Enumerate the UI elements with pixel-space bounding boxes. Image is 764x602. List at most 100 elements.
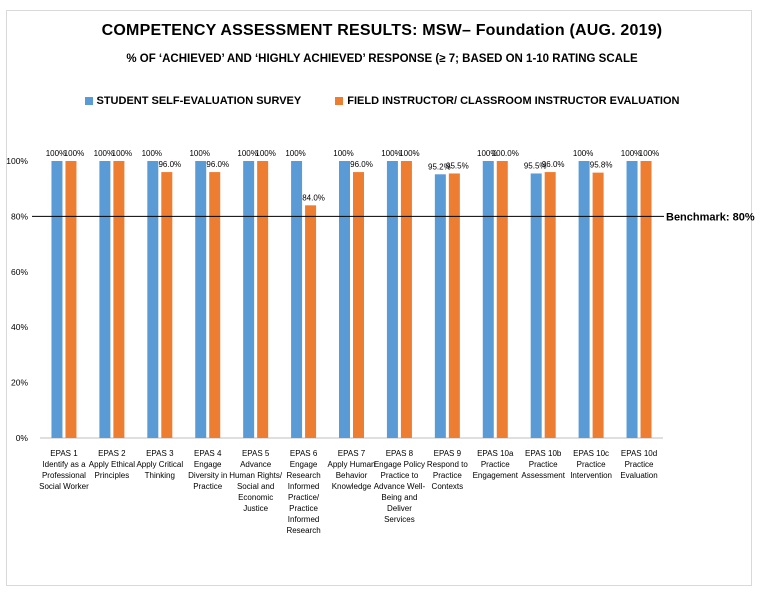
x-category-label: Practice	[529, 460, 558, 469]
data-label-instructor: 100%	[639, 149, 659, 158]
x-category-label: Practice to	[381, 471, 419, 480]
x-category-label: EPAS 8	[386, 449, 414, 458]
x-category-label: Social and	[237, 482, 274, 491]
y-tick-label: 80%	[11, 211, 28, 221]
chart-title: COMPETENCY ASSESSMENT RESULTS: MSW– Foun…	[101, 22, 663, 39]
bar-instructor	[592, 172, 604, 438]
x-category-label: Research	[286, 526, 320, 535]
benchmark-label: Benchmark: 80%	[666, 211, 755, 223]
bar-student	[51, 161, 63, 438]
legend-label-student: STUDENT SELF-EVALUATION SURVEY	[96, 95, 302, 107]
data-label-student: 95.2%	[428, 162, 451, 171]
x-category-label: Respond to	[427, 460, 468, 469]
x-category-label: Research	[286, 471, 320, 480]
x-category-label: Advance	[240, 460, 272, 469]
legend-swatch-student	[84, 97, 93, 105]
x-category-label: EPAS 6	[290, 449, 318, 458]
bar-student	[99, 161, 111, 438]
data-label-instructor: 100.0%	[492, 149, 519, 158]
x-category-label: Contexts	[432, 482, 464, 491]
x-category-label: Engagement	[473, 471, 519, 480]
data-label-instructor: 100%	[112, 149, 132, 158]
bar-instructor	[400, 161, 412, 438]
data-label-student: 100%	[46, 149, 66, 158]
y-tick-label: 20%	[11, 378, 28, 388]
x-category-label: Practice/	[288, 493, 320, 502]
x-category-label: Justice	[243, 504, 268, 513]
bar-student	[530, 173, 542, 438]
x-category-label: EPAS 3	[146, 449, 174, 458]
x-category-label: EPAS 1	[50, 449, 78, 458]
x-category-label: EPAS 9	[434, 449, 462, 458]
data-label-instructor: 95.8%	[590, 161, 613, 170]
legend-entry-student: STUDENT SELF-EVALUATION SURVEY	[84, 95, 302, 107]
bar-instructor	[305, 205, 317, 438]
data-label-student: 100%	[477, 149, 497, 158]
data-label-student: 100%	[285, 149, 305, 158]
x-category-label: Thinking	[145, 471, 175, 480]
bar-student	[147, 161, 159, 438]
y-tick-label: 0%	[16, 433, 29, 443]
legend: STUDENT SELF-EVALUATION SURVEY FIELD INS…	[0, 95, 764, 107]
x-category-label: Engage	[290, 460, 318, 469]
x-category-label: Being and	[381, 493, 417, 502]
x-category-label: Professional	[42, 471, 86, 480]
bar-instructor	[113, 161, 125, 438]
chart-frame	[6, 10, 752, 586]
data-label-student: 95.5%	[524, 161, 547, 170]
x-category-label: Practice	[481, 460, 510, 469]
x-category-label: Services	[384, 515, 415, 524]
data-label-instructor: 84.0%	[302, 193, 325, 202]
bar-student	[626, 161, 638, 438]
x-category-label: Practice	[625, 460, 654, 469]
bar-instructor	[209, 172, 221, 438]
legend-label-instructor: FIELD INSTRUCTOR/ CLASSROOM INSTRUCTOR E…	[347, 95, 680, 107]
data-label-student: 100%	[621, 149, 641, 158]
x-category-label: EPAS 5	[242, 449, 270, 458]
x-category-label: Apply Human	[327, 460, 375, 469]
x-category-label: Engage Policy	[374, 460, 425, 469]
data-label-instructor: 100%	[255, 149, 275, 158]
data-label-student: 100%	[237, 149, 257, 158]
bar-student	[482, 161, 494, 438]
x-category-label: Practice	[433, 471, 462, 480]
x-category-label: Practice	[289, 504, 318, 513]
data-label-student: 100%	[189, 149, 209, 158]
x-category-label: Engage	[194, 460, 222, 469]
legend-entry-instructor: FIELD INSTRUCTOR/ CLASSROOM INSTRUCTOR E…	[335, 95, 680, 107]
bar-student	[195, 161, 207, 438]
x-category-label: EPAS 4	[194, 449, 222, 458]
x-category-label: Practice	[193, 482, 222, 491]
data-label-student: 100%	[142, 149, 162, 158]
bar-student	[578, 161, 590, 438]
x-category-label: EPAS 10c	[573, 449, 609, 458]
bar-student	[291, 161, 303, 438]
bar-student	[243, 161, 255, 438]
bar-instructor	[257, 161, 269, 438]
bar-instructor	[448, 173, 460, 438]
x-category-label: Deliver	[387, 504, 412, 513]
x-category-label: Human Rights/	[229, 471, 283, 480]
x-category-label: EPAS 2	[98, 449, 126, 458]
x-category-label: Principles	[95, 471, 130, 480]
x-category-label: Diversity in	[188, 471, 227, 480]
data-label-student: 100%	[573, 149, 593, 158]
x-category-label: Economic	[238, 493, 273, 502]
x-category-label: Apply Critical	[136, 460, 183, 469]
y-tick-label: 60%	[11, 267, 28, 277]
bar-instructor	[353, 172, 364, 438]
x-category-label: Informed	[288, 515, 320, 524]
bar-instructor	[65, 161, 77, 438]
data-label-instructor: 96.0%	[158, 160, 181, 169]
x-category-label: EPAS 10a	[477, 449, 514, 458]
y-tick-label: 40%	[11, 322, 28, 332]
x-category-label: Practice	[577, 460, 606, 469]
data-label-instructor: 96.0%	[542, 160, 565, 169]
chart-subtitle: % OF ‘ACHIEVED’ AND ‘HIGHLY ACHIEVED’ RE…	[126, 53, 638, 65]
data-label-instructor: 96.0%	[350, 160, 373, 169]
bar-student	[386, 161, 398, 438]
bar-student	[339, 161, 350, 438]
x-category-label: EPAS 7	[338, 449, 366, 458]
data-label-instructor: 100%	[399, 149, 419, 158]
